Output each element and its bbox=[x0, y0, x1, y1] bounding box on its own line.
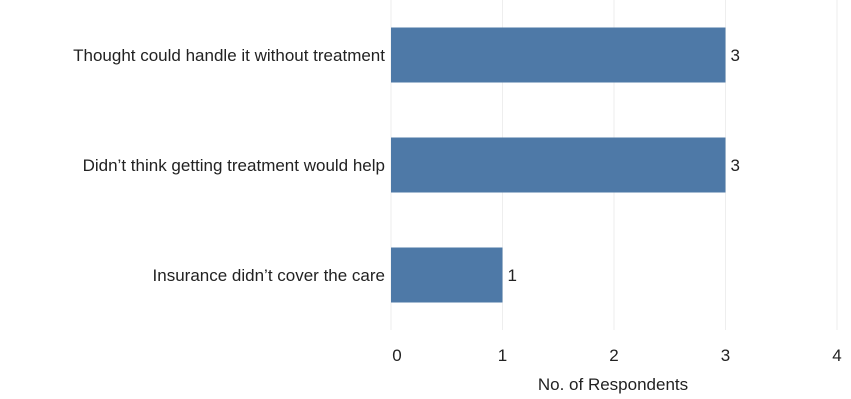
data-label-1: 3 bbox=[731, 46, 740, 65]
category-label-3: Insurance didn’t cover the care bbox=[153, 266, 385, 285]
category-labels: Thought could handle it without treatmen… bbox=[73, 46, 385, 285]
bar-1 bbox=[391, 27, 726, 83]
bars bbox=[391, 27, 726, 303]
x-tick-label-4: 4 bbox=[832, 346, 841, 365]
data-label-2: 3 bbox=[731, 156, 740, 175]
category-label-1: Thought could handle it without treatmen… bbox=[73, 46, 385, 65]
x-tick-label-0: 0 bbox=[392, 346, 401, 365]
x-axis-ticks: 0 1 2 3 4 bbox=[392, 346, 841, 365]
x-tick-label-3: 3 bbox=[721, 346, 730, 365]
category-label-2: Didn’t think getting treatment would hel… bbox=[83, 156, 385, 175]
x-axis-title: No. of Respondents bbox=[538, 375, 688, 394]
data-label-3: 1 bbox=[508, 266, 517, 285]
x-tick-label-1: 1 bbox=[498, 346, 507, 365]
bar-2 bbox=[391, 137, 726, 193]
bar-3 bbox=[391, 247, 503, 303]
x-tick-label-2: 2 bbox=[609, 346, 618, 365]
data-labels: 3 3 1 bbox=[508, 46, 740, 285]
